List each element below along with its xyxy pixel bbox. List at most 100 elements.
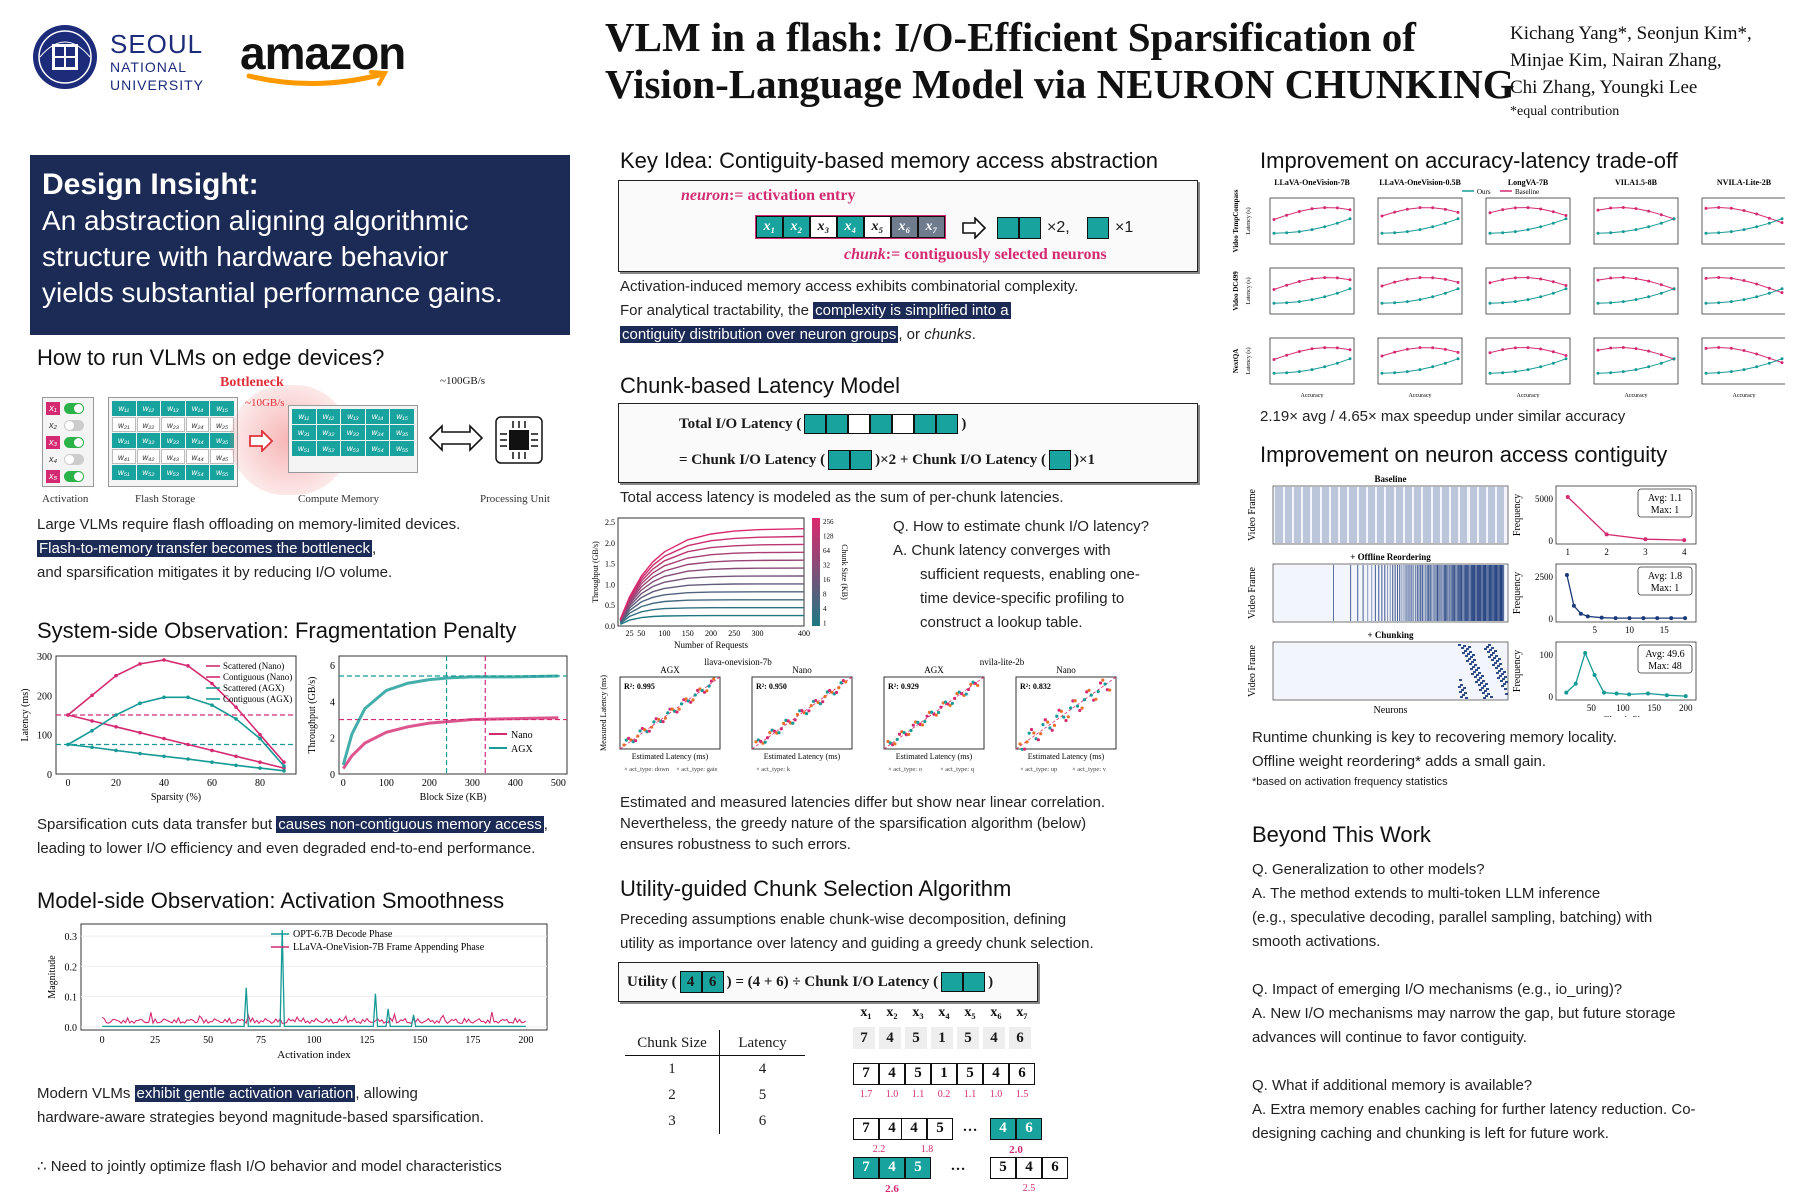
stats-box <box>1637 488 1693 518</box>
heatmap-mark <box>1494 662 1497 664</box>
x-tick-label: 25 <box>150 1035 160 1046</box>
heatmap-mark <box>1503 565 1505 621</box>
x-axis-label: Estimated Latency (ms) <box>632 752 709 761</box>
scatter-point <box>976 683 980 687</box>
heatmap-mark <box>1456 565 1458 621</box>
scatter-point <box>1018 742 1022 746</box>
heatmap-mark <box>1318 487 1319 543</box>
weight-cell: w₅₄ <box>185 465 210 480</box>
neuron-cell: x₆ <box>891 216 918 238</box>
heatmap-frame <box>1272 641 1509 701</box>
heatmap-mark <box>1299 487 1300 543</box>
heatmap-mark <box>1499 565 1501 621</box>
ours-point <box>1488 301 1492 305</box>
weight-cell: w₄₂ <box>136 449 161 464</box>
heatmap-mark <box>1307 487 1308 543</box>
scatter-point <box>948 703 952 707</box>
heatmap-mark <box>1466 660 1469 662</box>
ours-line <box>1273 288 1351 304</box>
x-tick-label: 4 <box>1682 547 1687 557</box>
heatmap-mark <box>1481 687 1484 689</box>
heatmap-mark <box>1467 653 1470 655</box>
heatmap-mark <box>1418 487 1419 543</box>
utility-val-2: 6 <box>701 971 724 993</box>
baseline-line <box>1273 277 1351 290</box>
weight-cell: w₁₁ <box>112 401 136 416</box>
baseline-line <box>1273 207 1351 220</box>
stats-max: Max: 48 <box>1648 661 1682 672</box>
scatter-point <box>782 721 786 726</box>
heatmap-mark <box>1492 664 1495 666</box>
heatmap-mark <box>1313 487 1314 543</box>
scatter-point <box>712 677 716 681</box>
legend-label: LLaVA-OneVision-7B Frame Appending Phase <box>293 942 485 953</box>
baseline-line <box>1705 276 1783 294</box>
heatmap-mark <box>1419 487 1420 543</box>
heatmap-mark <box>1363 487 1364 543</box>
heatmap-mark <box>1494 487 1495 543</box>
scatter-point <box>809 703 813 708</box>
heatmap-mark <box>1295 487 1296 543</box>
heatmap-mark <box>1488 487 1489 543</box>
heatmap-mark <box>1426 565 1428 621</box>
univ-line-2: NATIONAL <box>110 59 187 75</box>
heatmap-mark <box>1488 656 1491 658</box>
heatmap-mark <box>1469 565 1471 621</box>
greedy-x-label: x₆ <box>990 1005 1002 1020</box>
x-tick-label: 175 <box>465 1035 480 1046</box>
plot-frame <box>1701 337 1785 385</box>
heatmap-mark <box>1498 487 1499 543</box>
heatmap-mark <box>1458 644 1461 646</box>
device-title: AGX <box>660 665 680 675</box>
x-tick-label: 300 <box>465 778 480 789</box>
heatmap-mark <box>1441 565 1443 621</box>
scatter-point <box>1036 738 1040 742</box>
heatmap-mark <box>1392 487 1393 543</box>
heatmap-mark <box>1469 651 1472 653</box>
y-tick-label: 0 <box>1549 692 1554 702</box>
chunk-size-curve <box>619 591 804 623</box>
heatmap-mark <box>1493 565 1495 621</box>
colorbar-label: Chunk Size (KB) <box>840 544 849 600</box>
neuron-cell: x₁ <box>756 216 783 238</box>
heatmap-mark <box>1476 674 1479 676</box>
edge-diagram: Bottleneck x₁ x₂ x₃ x₄ x₅ w₁₁ w₁₂ w₁₃ w₁₄ w₁₅ w₂₁… <box>40 375 570 510</box>
heatmap-mark <box>1473 659 1476 661</box>
heatmap-mark <box>1483 685 1486 687</box>
heatmap-mark <box>1476 565 1478 621</box>
heatmap-mark <box>1400 487 1401 543</box>
scatter-point <box>670 707 674 711</box>
frequency-point <box>1683 694 1688 699</box>
baseline-line <box>1705 206 1783 224</box>
heatmap-mark <box>1399 565 1401 621</box>
weight-cell: w₃₄ <box>185 433 210 448</box>
ours-line <box>1381 218 1459 234</box>
data-point <box>114 725 118 729</box>
x-axis-label: Block Size (KB) <box>420 792 487 803</box>
legend-label: Contiguous (Nano) <box>223 672 292 682</box>
heatmap-mark <box>1305 487 1306 543</box>
pattern-cell-5 <box>892 414 915 434</box>
x-tick-label: 150 <box>682 629 694 638</box>
x-axis-label: Accuracy <box>1517 393 1540 398</box>
authors: Kichang Yang*, Seonjun Kim*, Minjae Kim,… <box>1510 20 1752 123</box>
ours-point <box>1704 371 1708 375</box>
flash-arrow-icon <box>249 430 274 452</box>
stats-max: Max: 1 <box>1651 505 1680 516</box>
y-tick-label: 0.0 <box>65 1023 78 1034</box>
algorithm-text-line-2: utility as importance over latency and g… <box>620 935 1094 952</box>
heatmap-mark <box>1397 487 1398 543</box>
heatmap-mark <box>1487 565 1489 621</box>
heatmap-mark <box>1460 684 1463 686</box>
baseline-point <box>1704 206 1708 210</box>
weight-row: w₄₁ w₄₂ w₄₃ w₄₄ w₄₅ <box>112 449 234 464</box>
heatmap-mark <box>1434 487 1435 543</box>
x-axis-label: Accuracy <box>1301 393 1324 398</box>
pattern-cell-2 <box>826 414 849 434</box>
heatmap-mark <box>1483 697 1486 699</box>
scatter-point <box>1043 718 1047 722</box>
activation-panel: x₁ x₂ x₃ x₄ x₅ <box>42 397 94 487</box>
scatter-point <box>909 728 913 733</box>
r-squared: R²: 0.950 <box>756 682 787 691</box>
eq2-chunk2-cell-2 <box>850 450 873 470</box>
